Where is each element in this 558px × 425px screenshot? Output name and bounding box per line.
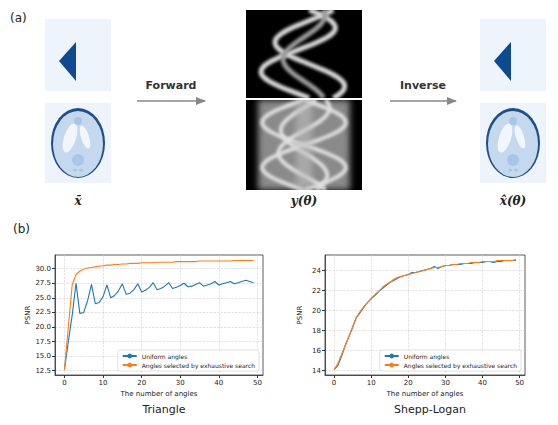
svg-text:Uniform angles: Uniform angles	[142, 353, 188, 361]
svg-text:30: 30	[441, 379, 450, 387]
svg-text:x̂(θ): x̂(θ)	[499, 194, 527, 208]
svg-text:25.0: 25.0	[35, 294, 51, 302]
svg-text:30.0: 30.0	[35, 265, 51, 273]
svg-text:x̄: x̄	[73, 194, 82, 208]
svg-text:The number of angles: The number of angles	[386, 390, 464, 398]
svg-text:Uniform angles: Uniform angles	[404, 353, 450, 361]
svg-text:50: 50	[253, 379, 262, 387]
svg-text:22.5: 22.5	[35, 308, 51, 316]
svg-text:12.5: 12.5	[35, 367, 51, 375]
svg-text:22: 22	[312, 287, 321, 295]
svg-text:0: 0	[62, 379, 66, 387]
svg-text:Angles selected by exhaustive: Angles selected by exhaustive search	[142, 362, 255, 370]
svg-text:15.0: 15.0	[35, 352, 51, 360]
svg-text:Angles selected by exhaustive: Angles selected by exhaustive search	[404, 362, 517, 370]
svg-text:(a): (a)	[10, 11, 27, 25]
svg-text:20: 20	[404, 379, 413, 387]
svg-text:40: 40	[478, 379, 487, 387]
svg-text:10: 10	[367, 379, 376, 387]
svg-text:20.0: 20.0	[35, 323, 51, 331]
svg-text:Inverse: Inverse	[400, 79, 446, 92]
svg-text:Shepp-Logan: Shepp-Logan	[394, 403, 466, 416]
svg-text:PSNR: PSNR	[24, 305, 32, 324]
svg-text:17.5: 17.5	[35, 338, 51, 346]
svg-text:27.5: 27.5	[35, 279, 51, 287]
svg-text:PSNR: PSNR	[296, 305, 304, 324]
svg-text:y(θ): y(θ)	[290, 194, 317, 208]
svg-text:(b): (b)	[13, 222, 30, 236]
svg-text:10: 10	[99, 379, 108, 387]
svg-text:20: 20	[312, 307, 321, 315]
svg-text:40: 40	[214, 379, 223, 387]
svg-text:20: 20	[137, 379, 146, 387]
svg-text:50: 50	[515, 379, 524, 387]
svg-text:0: 0	[332, 379, 336, 387]
svg-text:24: 24	[312, 267, 321, 275]
svg-text:14: 14	[312, 367, 321, 375]
svg-text:16: 16	[312, 347, 321, 355]
svg-text:Forward: Forward	[146, 79, 197, 92]
svg-text:30: 30	[176, 379, 185, 387]
svg-text:The number of angles: The number of angles	[120, 390, 198, 398]
svg-text:18: 18	[312, 327, 321, 335]
svg-text:Triangle: Triangle	[141, 403, 185, 416]
